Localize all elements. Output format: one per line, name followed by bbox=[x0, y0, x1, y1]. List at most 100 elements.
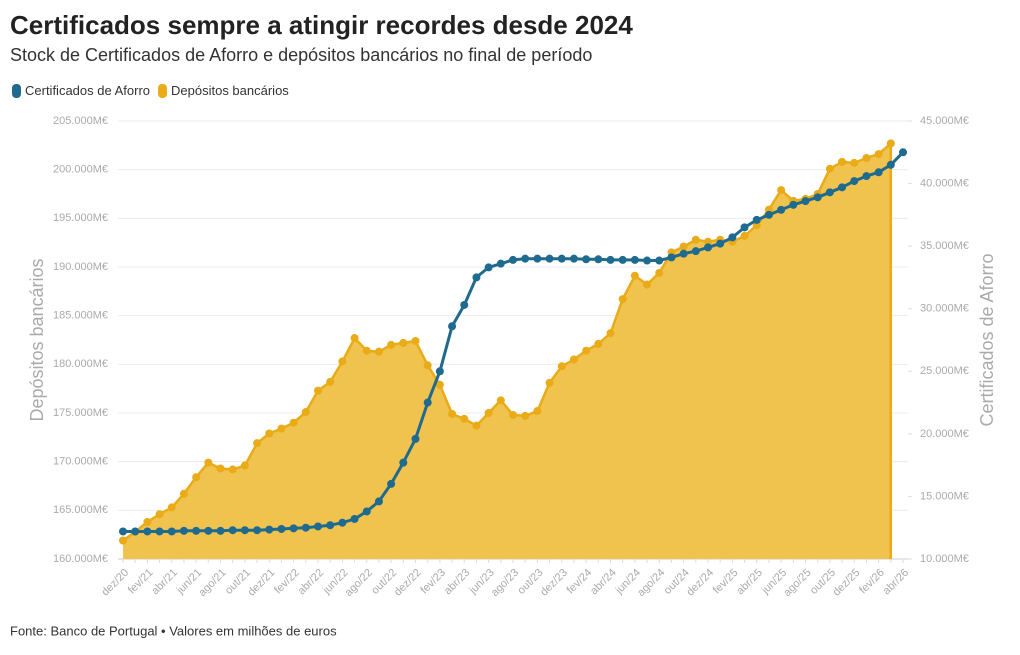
point bbox=[862, 172, 871, 181]
point bbox=[509, 410, 517, 419]
point bbox=[655, 268, 664, 277]
point bbox=[740, 231, 749, 240]
point bbox=[119, 527, 127, 536]
point bbox=[862, 153, 871, 162]
point bbox=[314, 386, 322, 395]
point bbox=[277, 524, 286, 533]
point bbox=[643, 280, 652, 289]
point bbox=[240, 526, 249, 535]
source-note: Fonte: Banco de Portugal • Valores em mi… bbox=[10, 623, 337, 638]
point bbox=[289, 418, 298, 427]
point bbox=[472, 421, 481, 430]
point bbox=[691, 247, 700, 256]
y2-tick-label: 15.000M€ bbox=[920, 490, 969, 502]
point bbox=[716, 239, 725, 248]
point bbox=[850, 158, 859, 167]
point bbox=[204, 526, 213, 535]
point bbox=[399, 338, 408, 347]
x-tick-label: ago/23 bbox=[489, 567, 521, 599]
point bbox=[606, 255, 615, 264]
x-tick-label: fev/26 bbox=[857, 567, 887, 597]
point bbox=[448, 322, 457, 331]
point bbox=[825, 164, 834, 173]
x-tick-label: abr/23 bbox=[442, 567, 473, 598]
x-tick-label: dez/24 bbox=[684, 567, 716, 599]
point bbox=[204, 458, 213, 467]
point bbox=[435, 380, 444, 389]
point bbox=[484, 263, 493, 272]
point bbox=[338, 357, 347, 366]
y-tick-label: 185.000M€ bbox=[53, 310, 108, 322]
point bbox=[131, 527, 140, 536]
point bbox=[143, 527, 152, 536]
point bbox=[838, 157, 847, 166]
x-tick-label: fev/24 bbox=[565, 567, 595, 597]
y2-tick-label: 35.000M€ bbox=[920, 240, 969, 252]
point bbox=[387, 479, 396, 488]
y2-tick-label: 20.000M€ bbox=[920, 428, 969, 440]
y2-tick-label: 30.000M€ bbox=[920, 303, 969, 315]
y2-axis-title: Certificados de Aforro bbox=[977, 253, 997, 426]
point bbox=[521, 254, 530, 263]
y-tick-label: 180.000M€ bbox=[53, 358, 108, 370]
point bbox=[886, 160, 895, 169]
point bbox=[630, 255, 639, 264]
point bbox=[582, 255, 591, 264]
point bbox=[301, 408, 310, 417]
point bbox=[265, 525, 274, 534]
point bbox=[874, 168, 883, 177]
point bbox=[655, 256, 664, 265]
y-tick-label: 165.000M€ bbox=[53, 504, 108, 516]
point bbox=[630, 271, 639, 280]
point bbox=[265, 429, 274, 438]
legend-label: Certificados de Aforro bbox=[25, 83, 150, 98]
legend-swatch bbox=[158, 84, 168, 98]
x-tick-label: abr/25 bbox=[734, 567, 765, 598]
area bbox=[123, 143, 891, 559]
point bbox=[777, 186, 786, 195]
point bbox=[277, 424, 286, 433]
point bbox=[253, 439, 262, 448]
x-tick-label: fev/21 bbox=[126, 567, 156, 597]
point bbox=[374, 347, 383, 356]
y2-tick-label: 40.000M€ bbox=[920, 177, 969, 189]
point bbox=[192, 473, 201, 482]
point bbox=[509, 255, 517, 264]
point bbox=[423, 361, 432, 370]
x-tick-label: dez/21 bbox=[246, 567, 278, 599]
point bbox=[825, 188, 834, 197]
point bbox=[679, 249, 688, 258]
point bbox=[874, 150, 883, 159]
point bbox=[399, 458, 408, 467]
point bbox=[545, 254, 554, 263]
point bbox=[667, 253, 676, 262]
chart-title: Certificados sempre a atingir recordes d… bbox=[10, 10, 633, 40]
point bbox=[838, 183, 847, 192]
x-tick-label: dez/23 bbox=[538, 567, 570, 599]
point bbox=[704, 237, 712, 246]
point bbox=[411, 336, 420, 345]
legend-label: Depósitos bancários bbox=[171, 83, 289, 98]
x-tick-label: ago/22 bbox=[343, 567, 375, 599]
point bbox=[216, 464, 225, 473]
point bbox=[253, 526, 262, 535]
y-tick-label: 175.000M€ bbox=[53, 407, 108, 419]
x-tick-label: ago/21 bbox=[196, 567, 228, 599]
point bbox=[167, 527, 176, 536]
x-tick-label: abr/21 bbox=[149, 567, 180, 598]
y-tick-label: 170.000M€ bbox=[53, 456, 108, 468]
point bbox=[423, 398, 432, 407]
point bbox=[179, 489, 188, 498]
x-tick-label: ago/25 bbox=[781, 567, 813, 599]
point bbox=[374, 497, 383, 506]
point bbox=[472, 273, 481, 282]
point bbox=[362, 507, 371, 516]
point bbox=[301, 523, 310, 532]
point bbox=[496, 396, 505, 405]
x-tick-label: dez/20 bbox=[99, 567, 131, 599]
point bbox=[899, 148, 907, 157]
point bbox=[448, 409, 457, 418]
point bbox=[582, 346, 591, 355]
point bbox=[350, 514, 359, 523]
x-tick-label: abr/22 bbox=[296, 567, 327, 598]
